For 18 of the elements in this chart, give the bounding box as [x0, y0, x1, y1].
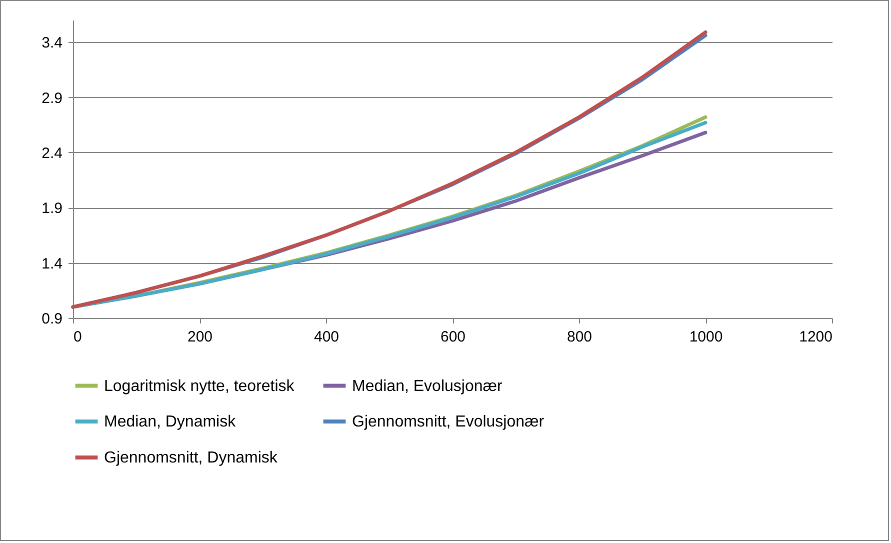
legend-label: Gjennomsnitt, Evolusjonær: [352, 414, 545, 430]
y-tick-label: 2.9: [42, 90, 62, 107]
x-tick-label: 400: [314, 328, 340, 346]
x-tick-label: 0: [74, 328, 82, 346]
x-tick-label: 600: [440, 328, 466, 346]
x-tick-label: 1000: [689, 328, 723, 346]
y-tick-label: 2.4: [42, 144, 62, 162]
x-tick-label: 200: [187, 328, 213, 346]
y-tick-label: 1.4: [42, 255, 62, 272]
legend-label: Gjennomsnitt, Dynamisk: [104, 450, 278, 466]
x-tick-label: 1200: [799, 328, 832, 346]
legend-label: Logaritmisk nytte, teoretisk: [104, 378, 296, 395]
y-tick-label: 1.9: [42, 200, 62, 218]
y-tick-label: 0.9: [42, 310, 62, 328]
y-tick-label: 3.4: [42, 34, 62, 52]
x-tick-label: 800: [566, 328, 592, 346]
legend-label: Median, Evolusjonær: [352, 378, 503, 395]
legend-label: Median, Dynamisk: [104, 414, 237, 430]
